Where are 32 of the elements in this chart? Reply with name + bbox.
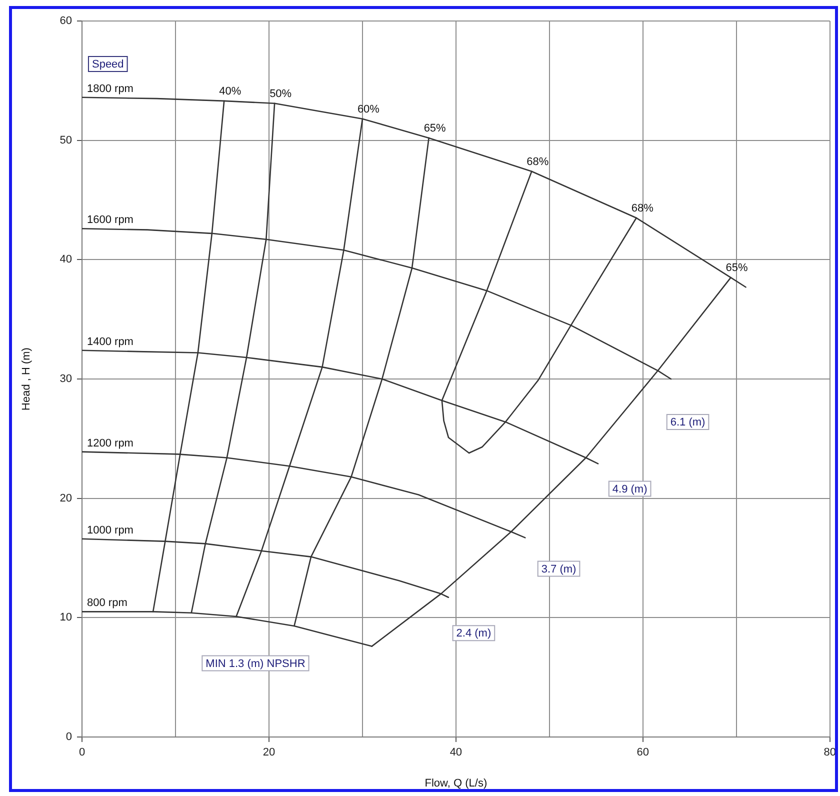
series-label: 65%	[726, 262, 748, 274]
y-tick-label: 20	[60, 492, 72, 504]
series-label: 68%	[631, 202, 654, 214]
x-tick-label: 0	[78, 746, 86, 759]
series-label: 1600 rpm	[87, 214, 134, 226]
series-label: 1800 rpm	[87, 82, 134, 95]
x-tick-label: 20	[262, 746, 276, 759]
series-label: 1000 rpm	[87, 524, 134, 536]
series-label: 60%	[357, 103, 380, 116]
y-tick-label: 10	[60, 612, 72, 624]
annotation: 3.7 (m)	[541, 563, 576, 576]
y-tick-label: 30	[60, 373, 72, 386]
x-tick-label: 40	[450, 746, 462, 759]
series-label: 40%	[219, 85, 242, 98]
y-tick-label: 40	[60, 254, 72, 266]
annotation: MIN 1.3 (m) NPSHR	[206, 658, 306, 670]
annotation: Speed	[92, 58, 124, 70]
series-label: 50%	[270, 88, 292, 100]
x-axis-title: Flow, Q (L/s)	[424, 777, 488, 790]
series-label: 65%	[424, 122, 446, 134]
series-label: 800 rpm	[87, 597, 128, 610]
series-label: 1400 rpm	[87, 336, 134, 348]
y-axis-title: Head , H (m)	[20, 348, 33, 410]
annotation: 4.9 (m)	[612, 483, 648, 496]
annotation: 6.1 (m)	[670, 416, 706, 428]
y-tick-label: 0	[66, 731, 72, 744]
series-label: 1200 rpm	[87, 437, 134, 450]
y-tick-label: 60	[60, 15, 72, 28]
y-tick-label: 50	[60, 134, 72, 146]
x-tick-label: 60	[636, 746, 650, 759]
series-label: 68%	[526, 156, 549, 168]
annotation: 2.4 (m)	[456, 628, 492, 640]
